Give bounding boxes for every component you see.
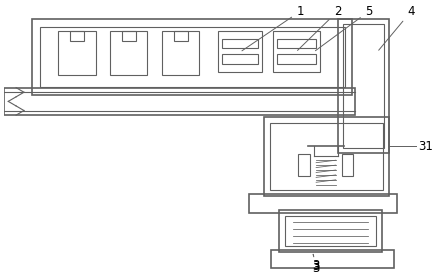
Text: 31: 31 xyxy=(418,140,433,153)
Text: 5: 5 xyxy=(315,5,373,51)
Bar xyxy=(218,31,262,72)
Bar xyxy=(32,19,353,94)
Text: 2: 2 xyxy=(297,5,341,50)
Text: 3: 3 xyxy=(313,254,320,275)
Bar xyxy=(162,31,199,75)
Bar xyxy=(4,88,355,115)
Bar xyxy=(279,210,382,252)
Bar xyxy=(271,250,393,268)
Bar xyxy=(174,31,188,41)
Bar xyxy=(338,19,388,153)
Text: 3: 3 xyxy=(313,254,320,273)
Bar xyxy=(222,39,258,48)
Text: 1: 1 xyxy=(242,5,304,51)
Bar xyxy=(285,216,376,247)
Bar xyxy=(277,54,316,64)
Bar xyxy=(250,194,396,213)
Bar xyxy=(264,117,388,196)
Bar xyxy=(70,31,84,41)
Bar xyxy=(298,154,310,176)
Bar xyxy=(58,31,95,75)
Bar xyxy=(270,123,383,190)
Bar xyxy=(273,31,320,72)
Bar xyxy=(343,24,384,148)
Text: 4: 4 xyxy=(379,5,415,50)
Bar xyxy=(277,39,316,48)
Bar xyxy=(122,31,136,41)
Bar xyxy=(341,154,353,176)
Bar xyxy=(110,31,147,75)
Bar xyxy=(222,54,258,64)
Text: 3: 3 xyxy=(313,259,320,272)
Bar xyxy=(40,27,345,87)
